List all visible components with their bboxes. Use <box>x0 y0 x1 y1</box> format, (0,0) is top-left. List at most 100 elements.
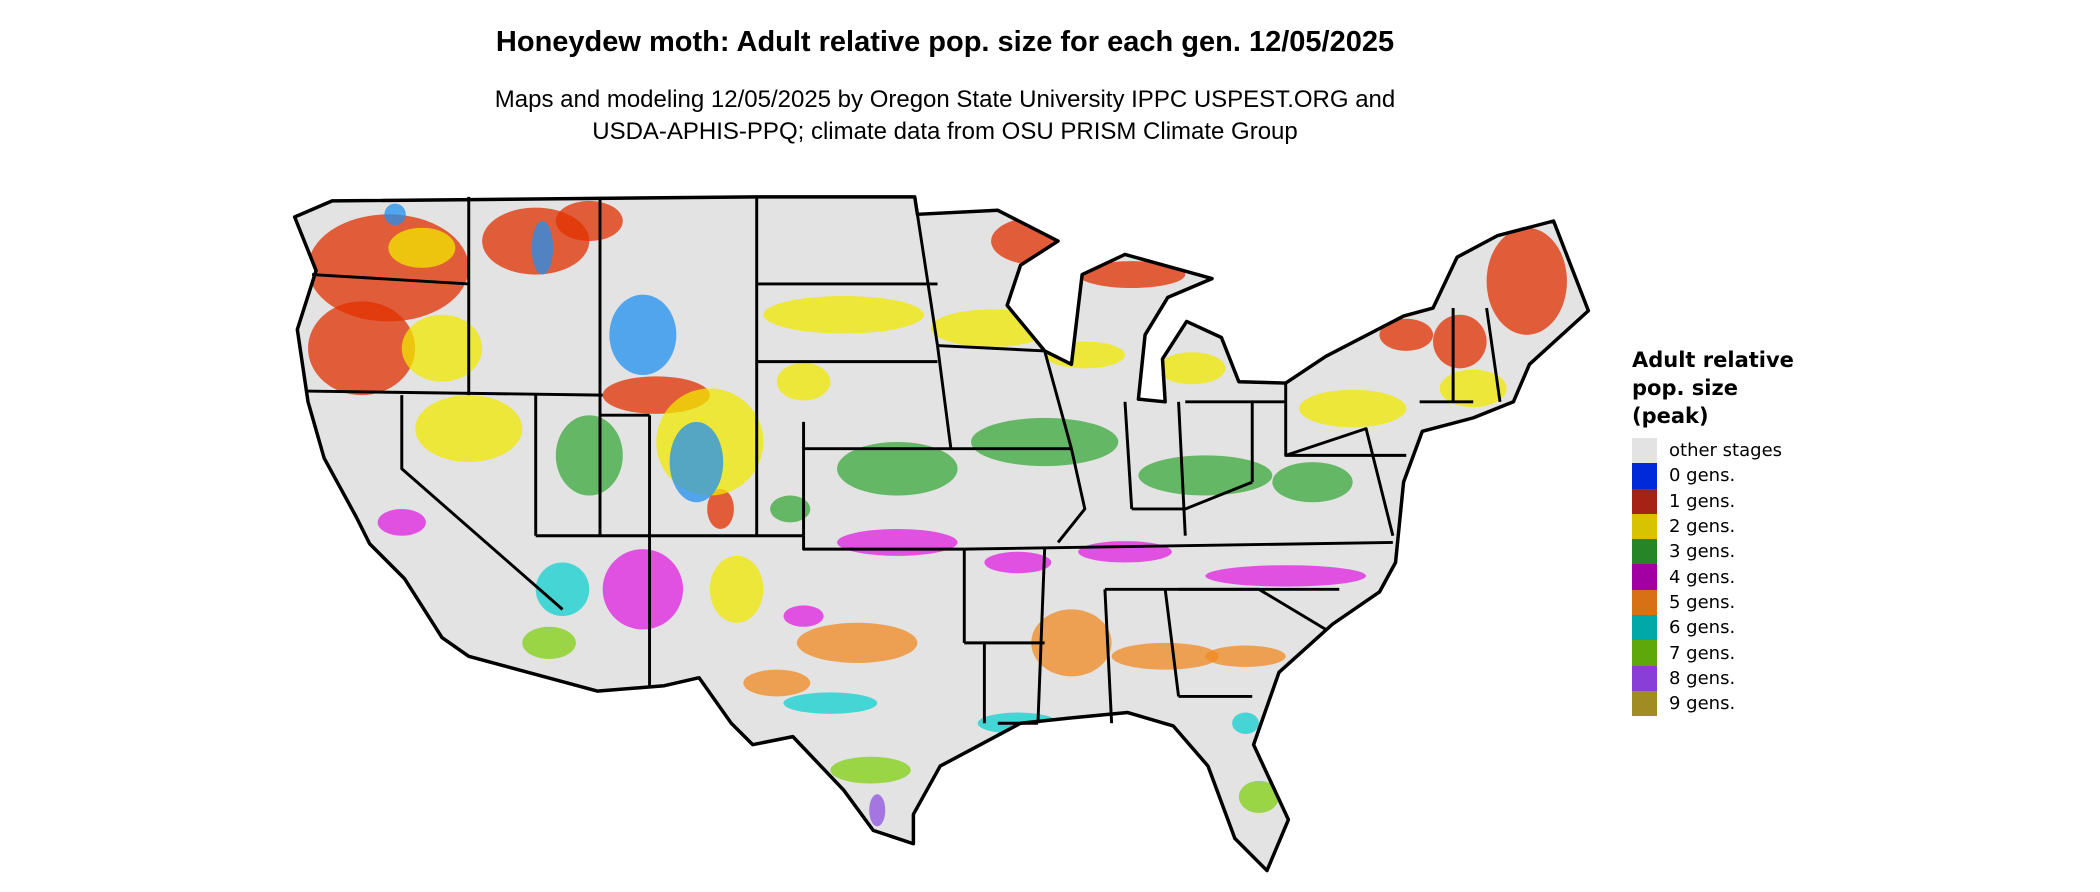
legend-item: 1 gens. <box>1632 488 1794 514</box>
yellow-generation-region <box>1439 369 1507 408</box>
yellow-generation-region <box>763 296 925 334</box>
legend-item: 5 gens. <box>1632 589 1794 616</box>
state-border <box>1123 401 1134 510</box>
legend-label: 9 gens. <box>1669 693 1736 715</box>
legend-label: 7 gens. <box>1669 642 1736 664</box>
us-outline <box>292 195 1591 873</box>
red-generation-region <box>308 301 416 396</box>
legend-swatch <box>1632 640 1657 666</box>
yellow-generation-region <box>1158 352 1226 385</box>
legend-swatch <box>1632 438 1657 464</box>
legend-label: 6 gens. <box>1669 617 1736 639</box>
yellow-generation-region <box>1299 389 1407 428</box>
state-border <box>305 389 603 397</box>
state-border <box>1131 480 1253 511</box>
legend-swatch <box>1632 463 1657 489</box>
state-border <box>1043 350 1073 450</box>
state-border <box>1163 589 1181 697</box>
map-title: Honeydew moth: Adult relative pop. size … <box>495 26 1395 58</box>
magenta-generation-region <box>783 605 824 627</box>
legend-item: 4 gens. <box>1632 564 1794 590</box>
legend-swatch <box>1632 539 1657 565</box>
red-generation-region <box>308 214 469 322</box>
yellow-generation-region <box>776 362 831 401</box>
green-generation-region <box>770 495 811 523</box>
green-generation-region <box>555 415 623 496</box>
legend-item: 6 gens. <box>1632 615 1794 641</box>
cyan-generation-region <box>1232 712 1259 734</box>
legend-item: 9 gens. <box>1632 690 1794 717</box>
subtitle-line-2: USDA-APHIS-PPQ; climate data from OSU PR… <box>592 118 1298 145</box>
blue-generation-region <box>669 421 724 503</box>
legend-item: other stages <box>1632 438 1794 464</box>
red-generation-region <box>1486 227 1567 335</box>
legend-label: other stages <box>1669 440 1783 462</box>
legend-item: 3 gens. <box>1632 539 1794 565</box>
state-border <box>400 395 564 611</box>
legend-label: 3 gens. <box>1669 541 1736 563</box>
state-border <box>1036 549 1047 724</box>
cyan-generation-region <box>783 692 878 714</box>
legend-swatch <box>1632 589 1657 616</box>
purple-generation-region <box>869 794 886 827</box>
state-border <box>1485 307 1502 403</box>
orange-generation-region <box>796 622 918 663</box>
yellow-generation-region <box>709 555 764 623</box>
legend-title-line: (peak) <box>1632 404 1709 428</box>
state-border <box>964 540 1393 551</box>
legend-label: 8 gens. <box>1669 667 1736 689</box>
legend-label: 4 gens. <box>1669 566 1736 588</box>
red-generation-region <box>707 488 734 530</box>
lime-generation-region <box>1238 780 1280 813</box>
yellow-generation-region <box>388 227 456 268</box>
state-border <box>937 344 1045 353</box>
legend-swatch <box>1632 690 1657 717</box>
legend-title-line: Adult relative <box>1632 348 1794 372</box>
green-generation-region <box>1272 462 1353 503</box>
legend-label: 5 gens. <box>1669 591 1736 613</box>
generation-regions <box>308 200 1567 827</box>
cyan-generation-region <box>535 562 590 617</box>
magenta-generation-region <box>837 529 958 556</box>
magenta-generation-region <box>377 508 426 536</box>
orange-generation-region <box>1205 645 1286 667</box>
red-generation-region <box>1078 261 1186 288</box>
yellow-generation-region <box>930 309 1052 347</box>
legend-item: 7 gens. <box>1632 640 1794 666</box>
legend-item: 0 gens. <box>1632 463 1794 489</box>
state-border <box>1103 589 1114 724</box>
legend-swatch <box>1632 488 1657 514</box>
state-border <box>802 535 965 551</box>
orange-generation-region <box>1111 642 1219 670</box>
legend-swatch <box>1632 513 1657 540</box>
yellow-generation-region <box>1044 341 1125 369</box>
state-border <box>311 273 469 286</box>
lime-generation-region <box>522 626 576 659</box>
blue-generation-region <box>531 221 554 275</box>
legend-label: 2 gens. <box>1669 516 1736 538</box>
legend-swatch <box>1632 564 1657 590</box>
state-border <box>936 345 1072 451</box>
orange-generation-region <box>1031 609 1112 677</box>
legend-label: 1 gens. <box>1669 490 1736 512</box>
green-generation-region <box>1138 455 1273 496</box>
legend-item: 8 gens. <box>1632 665 1794 691</box>
subtitle-line-1: Maps and modeling 12/05/2025 by Oregon S… <box>494 86 1396 113</box>
yellow-generation-region <box>401 314 483 382</box>
legend-swatch <box>1632 615 1657 641</box>
state-border <box>1056 448 1087 544</box>
map-subtitle: Maps and modeling 12/05/2025 by Oregon S… <box>0 84 1890 148</box>
red-generation-region <box>1433 314 1487 369</box>
blue-generation-region <box>384 203 406 226</box>
magenta-generation-region <box>1205 565 1367 587</box>
legend-label: 0 gens. <box>1669 465 1736 487</box>
legend: Adult relative pop. size (peak) other st… <box>1632 346 1794 717</box>
state-border <box>1285 427 1395 537</box>
blue-generation-region <box>609 294 677 376</box>
lime-generation-region <box>830 756 911 784</box>
state-border <box>1284 383 1407 457</box>
state-border <box>1177 401 1187 536</box>
magenta-generation-region <box>1078 541 1172 563</box>
state-border <box>1258 588 1327 631</box>
green-generation-region <box>970 417 1119 467</box>
